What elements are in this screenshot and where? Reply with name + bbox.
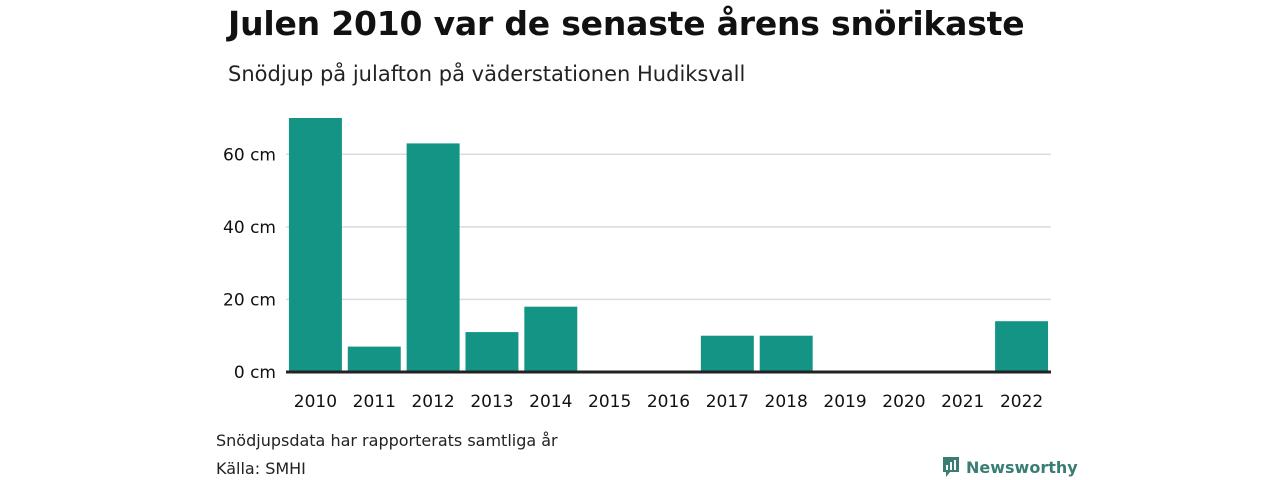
bar-2012[interactable]	[406, 143, 460, 372]
bar-2018[interactable]	[759, 335, 813, 372]
bar-2013[interactable]	[465, 332, 519, 372]
x-tick-label: 2020	[882, 392, 925, 412]
x-axis-ticks: 2010 2011 2012 2013 2014 2015 2016 2017 2018 2019…	[294, 392, 1043, 412]
newsworthy-logo-icon	[943, 457, 959, 477]
bar-2010[interactable]	[288, 118, 342, 372]
x-tick-label: 2022	[1000, 392, 1043, 412]
x-tick-label: 2013	[470, 392, 513, 412]
y-tick-label: 40 cm	[223, 218, 276, 238]
bar-2017[interactable]	[700, 335, 754, 372]
x-tick-label: 2018	[765, 392, 808, 412]
bar-2022[interactable]	[995, 321, 1049, 372]
bars	[288, 118, 1049, 372]
y-axis-ticks: 0 cm 20 cm 40 cm 60 cm	[223, 145, 276, 383]
footnote: Snödjupsdata har rapporterats samtliga å…	[216, 431, 558, 450]
chart-subtitle: Snödjup på julafton på väderstationen Hu…	[228, 62, 746, 86]
x-tick-label: 2016	[647, 392, 690, 412]
x-tick-label: 2010	[294, 392, 337, 412]
brand-name: Newsworthy	[966, 457, 1078, 477]
x-tick-label: 2021	[941, 392, 984, 412]
x-tick-label: 2011	[353, 392, 396, 412]
chart-title: Julen 2010 var de senaste årens snörikas…	[228, 4, 1025, 43]
y-tick-label: 20 cm	[223, 290, 276, 310]
y-tick-label: 60 cm	[223, 145, 276, 165]
x-tick-label: 2015	[588, 392, 631, 412]
bar-2011[interactable]	[347, 346, 401, 372]
bar-chart: 0 cm 20 cm 40 cm 60 cm 2010 2011 2012 2013 2014…	[223, 118, 1051, 412]
x-tick-label: 2012	[411, 392, 454, 412]
y-tick-label: 0 cm	[234, 363, 276, 383]
brand-logo[interactable]: Newsworthy	[942, 456, 1078, 478]
bar-2014[interactable]	[524, 306, 578, 372]
x-tick-label: 2014	[529, 392, 572, 412]
gridlines	[286, 153, 1051, 301]
x-tick-label: 2017	[706, 392, 749, 412]
x-tick-label: 2019	[823, 392, 866, 412]
source-label: Källa: SMHI	[216, 459, 306, 478]
